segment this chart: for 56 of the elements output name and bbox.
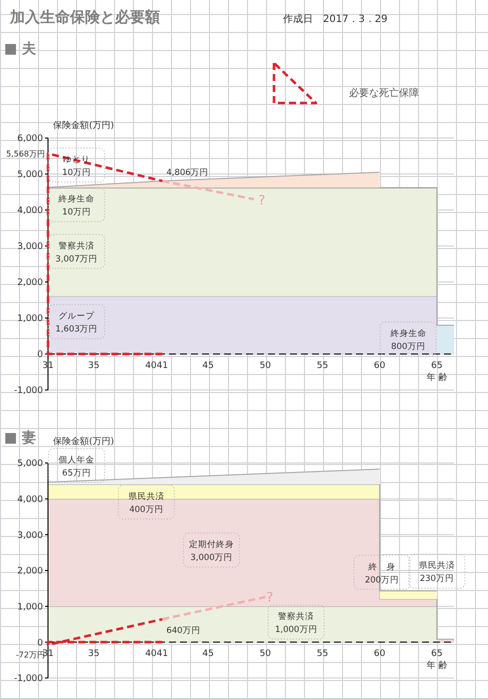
x-tick-label: 65 (431, 361, 443, 371)
x-tick-label: 50 (260, 361, 272, 371)
x-tick-label: 50 (260, 649, 272, 660)
annotation: 県民共済 230万円 (418, 560, 455, 584)
x-tick-label: 60 (374, 361, 386, 371)
y-tick-label: 0 (37, 638, 44, 648)
x-tick-label: 45 (202, 361, 214, 371)
text: 必要な死亡保障 (349, 87, 419, 99)
annotation: 警察共済 1,000万円 (275, 611, 318, 636)
annotation: 終身生命 800万円 (389, 328, 426, 352)
text: 加入生命保険と必要額 (9, 8, 160, 26)
annotation: 警察共済 3,007万円 (55, 240, 98, 264)
y-tick-label: 2,000 (17, 278, 44, 288)
annotation: ? (258, 193, 266, 208)
annotation: グループ 1,603万円 (55, 310, 98, 335)
x-tick-label: 35 (88, 649, 100, 660)
y-axis-title: 保険金額(万円) (53, 436, 114, 447)
annotation: 県民共済 400万円 (128, 491, 164, 516)
x-tick-label: 41 (156, 361, 168, 371)
y-tick-label: 5,000 (17, 459, 44, 470)
y-tick-label: 1,000 (17, 602, 44, 612)
y-tick-label: -1,000 (14, 386, 44, 396)
y-tick-label: 4,000 (17, 494, 44, 505)
x-axis-title: 年 齢 (426, 660, 448, 672)
y-tick-label: 6,000 (17, 134, 44, 144)
data-label: 4,806万円 (166, 168, 209, 178)
x-tick-label: 60 (374, 649, 386, 660)
y-tick-label: 3,000 (17, 242, 44, 252)
x-tick-label: 55 (316, 649, 328, 660)
x-tick-label: 55 (316, 361, 328, 371)
x-tick-label: 40 (145, 361, 157, 371)
y-tick-label: 4,000 (17, 206, 44, 216)
annotation: 終身生命 10万円 (58, 194, 95, 218)
x-tick-label: 65 (431, 649, 443, 660)
text: 作成日 2017．3．29 (282, 13, 388, 25)
chart-title: ■ 夫 (4, 41, 38, 57)
annotation: 定期付終身 3,000万円 (189, 539, 234, 564)
y-tick-label: 1,000 (17, 314, 44, 324)
y-tick-label: -1,000 (14, 674, 44, 684)
chart-title: ■ 妻 (4, 430, 36, 446)
annotation: 個人年金 65万円 (58, 454, 95, 479)
x-axis-title: 年 齢 (426, 372, 448, 383)
y-tick-label: 0 (37, 350, 44, 360)
data-label: 640万円 (166, 626, 201, 636)
x-tick-label: 40 (145, 649, 157, 660)
y-tick-label: 3,000 (17, 530, 44, 541)
data-label: 5,568万円 (6, 149, 45, 158)
annotation: 終 身 200万円 (364, 561, 400, 586)
data-label: -72万円 (16, 650, 45, 660)
y-tick-label: 2,000 (17, 566, 44, 577)
y-tick-label: 5,000 (17, 170, 44, 180)
x-tick-label: 41 (156, 649, 168, 660)
x-tick-label: 45 (202, 649, 214, 660)
annotation: ? (266, 590, 274, 606)
y-axis-title: 保険金額(万円) (53, 120, 114, 131)
x-tick-label: 35 (88, 361, 100, 371)
